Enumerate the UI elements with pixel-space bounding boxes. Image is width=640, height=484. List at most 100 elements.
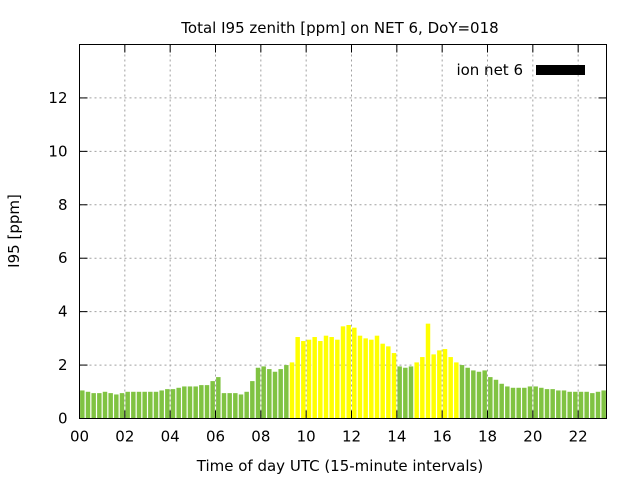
x-tick-label: 08 — [251, 428, 270, 446]
bar — [125, 391, 130, 419]
bar — [278, 369, 283, 419]
bar — [550, 389, 555, 419]
bar — [102, 391, 108, 419]
bar — [165, 389, 170, 419]
y-tick-label: 10 — [48, 142, 67, 160]
bar — [301, 341, 306, 419]
legend-label: ion net 6 — [456, 61, 523, 79]
bar — [527, 386, 533, 419]
x-tick-label: 04 — [161, 428, 180, 446]
bar — [448, 357, 453, 419]
bar — [391, 353, 397, 419]
bar — [493, 379, 499, 419]
bar — [414, 362, 419, 419]
bar — [544, 389, 550, 419]
bar — [522, 387, 527, 419]
bar — [261, 366, 266, 419]
bar — [284, 365, 289, 419]
y-tick-label: 2 — [58, 356, 68, 374]
bar — [255, 367, 261, 419]
bar — [182, 386, 187, 419]
x-tick-label: 22 — [569, 428, 588, 446]
bar — [471, 370, 476, 419]
x-tick-label: 06 — [206, 428, 225, 446]
x-axis-label: Time of day UTC (15-minute intervals) — [196, 457, 483, 475]
x-tick-label: 18 — [478, 428, 497, 446]
bar — [420, 357, 425, 419]
bar — [357, 335, 363, 419]
bar — [352, 327, 357, 419]
bar — [505, 386, 510, 419]
bar — [539, 387, 544, 419]
bar — [312, 337, 317, 419]
y-tick-label: 0 — [58, 410, 68, 428]
bar — [335, 339, 340, 419]
bar — [374, 335, 380, 419]
bar — [601, 390, 606, 419]
bar — [442, 349, 448, 419]
x-tick-label: 16 — [433, 428, 452, 446]
bar — [210, 381, 215, 419]
bar — [482, 370, 487, 419]
bar — [153, 391, 159, 419]
y-tick-label: 6 — [58, 249, 68, 267]
bar — [397, 366, 402, 419]
y-tick-label: 4 — [58, 303, 68, 321]
bar — [148, 391, 153, 419]
bar — [250, 381, 255, 419]
bar — [425, 323, 431, 419]
bar — [516, 387, 521, 419]
bar — [465, 367, 470, 419]
bar — [187, 386, 193, 419]
bar — [119, 393, 125, 419]
bar — [91, 393, 96, 419]
bar — [318, 341, 323, 419]
bar — [216, 377, 221, 419]
plot-frame — [79, 44, 607, 419]
bar — [204, 385, 210, 419]
x-tick-label: 02 — [115, 428, 134, 446]
bar — [114, 394, 119, 419]
bar — [533, 386, 538, 419]
bar — [431, 354, 436, 419]
bars — [80, 323, 606, 419]
bar — [380, 343, 385, 419]
bar — [476, 371, 482, 419]
bar — [578, 391, 584, 419]
bar — [221, 393, 227, 419]
bar — [131, 391, 136, 419]
bar — [306, 339, 312, 419]
bar — [170, 389, 176, 419]
bar — [108, 393, 113, 419]
bar — [244, 391, 249, 419]
x-tick-label: 00 — [70, 428, 89, 446]
bar — [459, 365, 465, 419]
bar — [408, 366, 414, 419]
y-axis-label: I95 [ppm] — [5, 194, 23, 268]
bar — [295, 337, 300, 419]
bar — [85, 391, 91, 419]
bar — [238, 394, 244, 419]
bar — [340, 326, 346, 419]
bar — [80, 390, 85, 419]
bar — [369, 339, 374, 419]
x-tick-label: 20 — [523, 428, 542, 446]
y-tick-label: 8 — [58, 196, 68, 214]
bar — [267, 369, 272, 419]
bar — [590, 393, 595, 419]
bar — [584, 391, 589, 419]
y-tick-label: 12 — [48, 89, 67, 107]
x-tick-label: 10 — [297, 428, 316, 446]
bar — [323, 335, 329, 419]
bar — [329, 337, 334, 419]
bar — [363, 338, 368, 419]
chart-title: Total I95 zenith [ppm] on NET 6, DoY=018 — [180, 19, 498, 37]
bar — [488, 377, 493, 419]
bar — [272, 371, 278, 419]
bar — [556, 390, 561, 419]
bar — [193, 386, 198, 419]
bar — [233, 393, 238, 419]
bar — [227, 393, 232, 419]
bar — [142, 391, 147, 419]
